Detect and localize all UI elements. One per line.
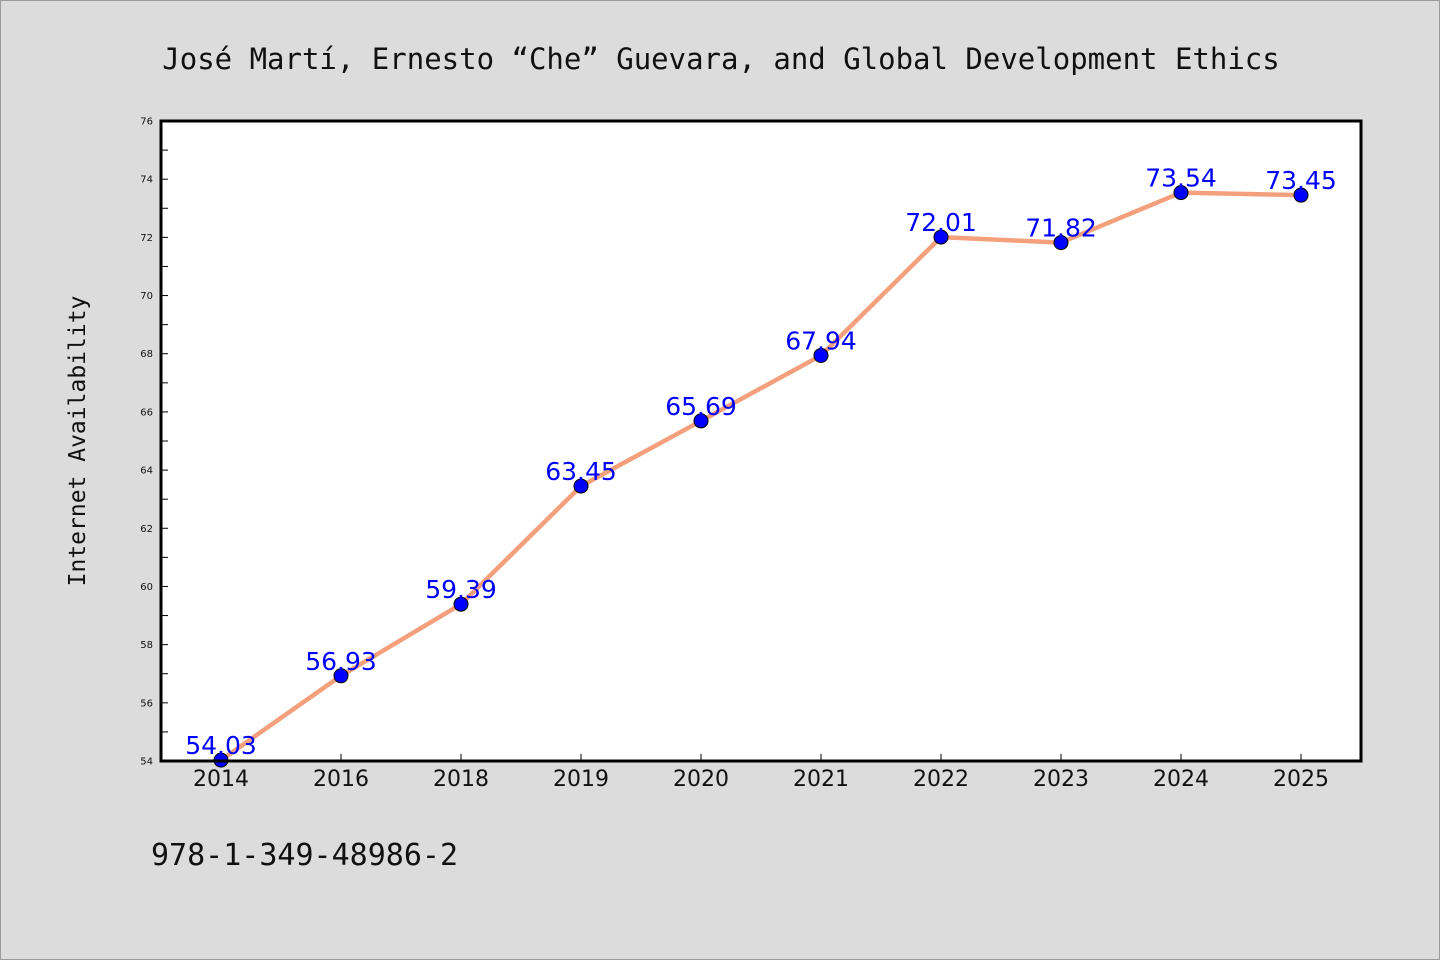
y-tick-label: 56 (140, 698, 153, 709)
data-series (218, 190, 1304, 763)
data-label: 73.45 (1265, 166, 1337, 195)
data-label: 65.69 (665, 392, 737, 421)
data-point-marker (933, 229, 949, 245)
plot-area (161, 121, 1361, 761)
x-tick-label: 2019 (553, 767, 609, 792)
y-tick-label: 64 (140, 466, 153, 477)
y-tick-label: 76 (140, 117, 153, 128)
y-axis-label: Internet Availability (65, 296, 91, 587)
x-tick-label: 2024 (1153, 767, 1209, 792)
x-tick-label: 2023 (1033, 767, 1089, 792)
y-tick-label: 54 (140, 757, 153, 768)
plot-frame (159, 119, 1363, 763)
data-point-marker (1173, 185, 1189, 201)
y-tick-label: 70 (140, 291, 153, 302)
y-tick-label: 68 (140, 349, 153, 360)
data-point-marker (573, 478, 589, 494)
y-tick-label: 58 (140, 640, 153, 651)
data-label: 63.45 (545, 457, 617, 486)
data-labels: 54.03 56.93 59.39 63.45 65.69 67.94 72.01 71.82… (185, 164, 1337, 761)
data-point-marker (453, 596, 469, 612)
x-tick-label: 2016 (313, 767, 369, 792)
data-point-marker (813, 347, 829, 363)
x-tick-label: 2025 (1273, 767, 1329, 792)
y-tick-label: 74 (140, 175, 153, 186)
data-point-marker (1053, 235, 1069, 251)
data-label: 71.82 (1025, 214, 1097, 243)
y-tick-label: 72 (140, 233, 153, 244)
data-markers (213, 185, 1309, 768)
data-label: 72.01 (905, 208, 977, 237)
x-tick-label: 2021 (793, 767, 849, 792)
x-tick-label: 2014 (193, 767, 249, 792)
data-point-marker (1293, 187, 1309, 203)
data-label: 67.94 (785, 326, 857, 355)
y-tick-label: 62 (140, 524, 153, 535)
series-line (218, 190, 1304, 763)
x-tick-label: 2018 (433, 767, 489, 792)
data-label: 73.54 (1145, 164, 1217, 193)
isbn-footer: 978-1-349-48986-2 (151, 838, 458, 873)
x-tick-label: 2022 (913, 767, 969, 792)
data-point-marker (693, 413, 709, 429)
data-label: 59.39 (425, 575, 497, 604)
chart-title: José Martí, Ernesto “Che” Guevara, and G… (162, 42, 1279, 76)
data-label: 56.93 (305, 647, 377, 676)
x-tick-label: 2020 (673, 767, 729, 792)
y-axis-ticks: 54 56 58 60 62 64 66 68 70 72 74 76 (140, 117, 168, 768)
y-tick-label: 66 (140, 407, 153, 418)
x-axis-ticks: 2014 2016 2018 2019 2020 2021 2022 2023 2024 2025 (193, 754, 1329, 792)
data-label: 54.03 (185, 731, 257, 760)
data-point-marker (333, 668, 349, 684)
y-tick-label: 60 (140, 582, 153, 593)
